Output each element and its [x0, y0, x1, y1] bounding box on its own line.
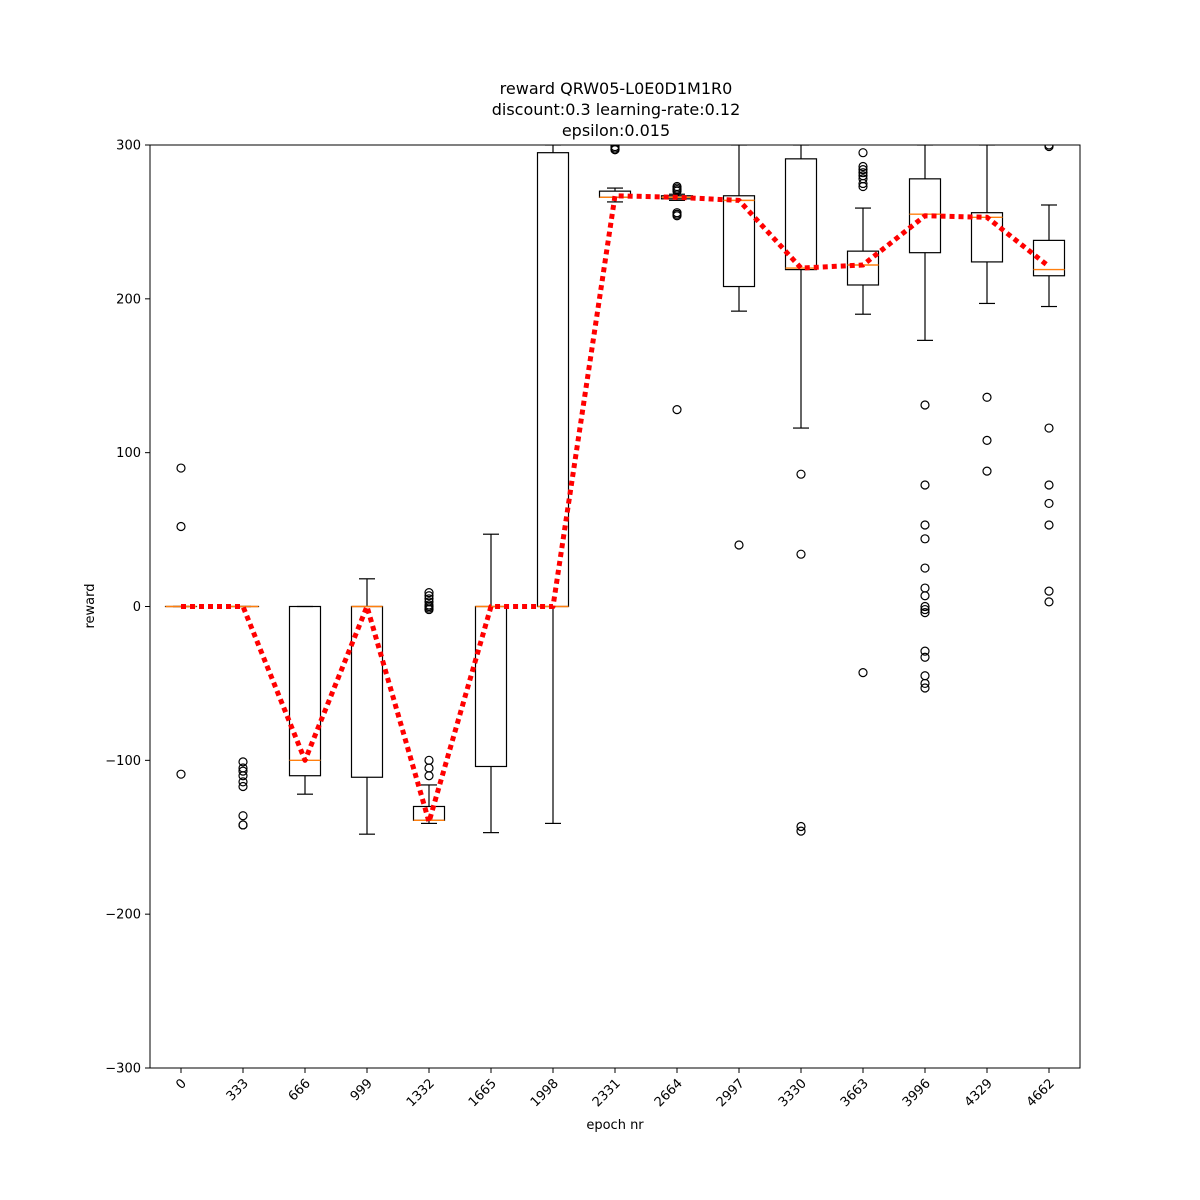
box-body [908, 178, 942, 254]
outlier-point [796, 549, 806, 559]
outlier-point [238, 777, 248, 787]
outlier-point [176, 521, 186, 532]
outlier-point [920, 520, 930, 530]
outlier-point [176, 463, 186, 473]
outlier-point [920, 678, 930, 689]
outlier-point [424, 604, 434, 615]
outlier-point [796, 469, 806, 479]
outlier-point [920, 646, 930, 656]
box-body [1032, 239, 1066, 277]
box-group-4662 [1032, 145, 1066, 607]
outlier-point [858, 178, 868, 189]
y-tick-label: 200 [116, 292, 141, 307]
y-tick-label: 300 [116, 139, 141, 154]
box-group-3330 [784, 145, 818, 836]
outlier-point [920, 534, 930, 544]
y-axis-label: reward [83, 583, 98, 628]
y-tick-label: −300 [105, 1062, 141, 1077]
y-tick-label: 0 [133, 600, 141, 615]
box-group-666 [288, 605, 322, 795]
outlier-point [920, 480, 930, 490]
outlier-point [734, 540, 744, 550]
outlier-point [238, 811, 248, 821]
outlier-point [920, 400, 930, 410]
outlier-point [424, 771, 434, 781]
y-tick-label: −200 [105, 908, 141, 923]
outlier-point [176, 769, 186, 779]
outlier-point [796, 826, 806, 836]
outlier-point [238, 771, 248, 781]
outlier-point [796, 821, 806, 832]
chart-title: reward QRW05-L0E0D1M1R0 discount:0.3 lea… [492, 79, 741, 140]
plot-area [164, 145, 1066, 836]
outlier-point [238, 757, 248, 767]
outlier-point [1044, 145, 1054, 150]
y-tick-label: −100 [105, 754, 141, 769]
outlier-point [858, 148, 868, 158]
outlier-point [920, 591, 930, 601]
y-tick-label: 100 [116, 446, 141, 461]
outlier-point [238, 766, 248, 776]
box-group-3663 [846, 148, 880, 678]
outlier-point [920, 563, 930, 573]
outlier-point [1044, 586, 1054, 596]
outlier-point [672, 404, 682, 415]
outlier-point [858, 165, 868, 175]
outlier-point [1044, 597, 1054, 607]
mean-trend-line [181, 193, 1051, 825]
outlier-point [1044, 423, 1054, 433]
y-axis: −300 −200 −100 0 100 200 300 [105, 139, 150, 1077]
outlier-point [610, 145, 620, 155]
chart-title-line-3: epsilon:0.015 [562, 121, 670, 140]
outlier-point [424, 591, 434, 601]
box-group-3996 [908, 145, 942, 693]
outlier-point [858, 161, 868, 172]
box-body [288, 605, 322, 777]
box-body [970, 212, 1004, 263]
outlier-point [920, 604, 930, 615]
outlier-point [1044, 145, 1054, 152]
box-group-999 [350, 578, 384, 835]
outlier-point [858, 181, 868, 192]
outlier-point [238, 781, 248, 792]
outlier-point [424, 588, 434, 598]
chart-title-line-2: discount:0.3 learning-rate:0.12 [492, 100, 741, 119]
box-body [846, 250, 880, 286]
outlier-point [982, 435, 992, 445]
x-axis-label: epoch nr [586, 1118, 644, 1133]
outlier-point [858, 168, 868, 178]
outlier-point [920, 652, 930, 662]
box-body [784, 158, 818, 271]
outlier-point [1044, 520, 1054, 530]
box-group-4329 [970, 145, 1004, 476]
outlier-point [920, 608, 930, 618]
box-body [722, 195, 756, 288]
outlier-point [920, 601, 930, 612]
outlier-point [1044, 498, 1054, 509]
outlier-point [672, 211, 682, 221]
outlier-point [238, 820, 248, 830]
outlier-point [858, 668, 868, 678]
outlier-point [982, 392, 992, 402]
outlier-point [1044, 480, 1054, 490]
outlier-point [920, 683, 930, 693]
chart-title-line-1: reward QRW05-L0E0D1M1R0 [500, 79, 733, 98]
outlier-point [982, 466, 992, 476]
